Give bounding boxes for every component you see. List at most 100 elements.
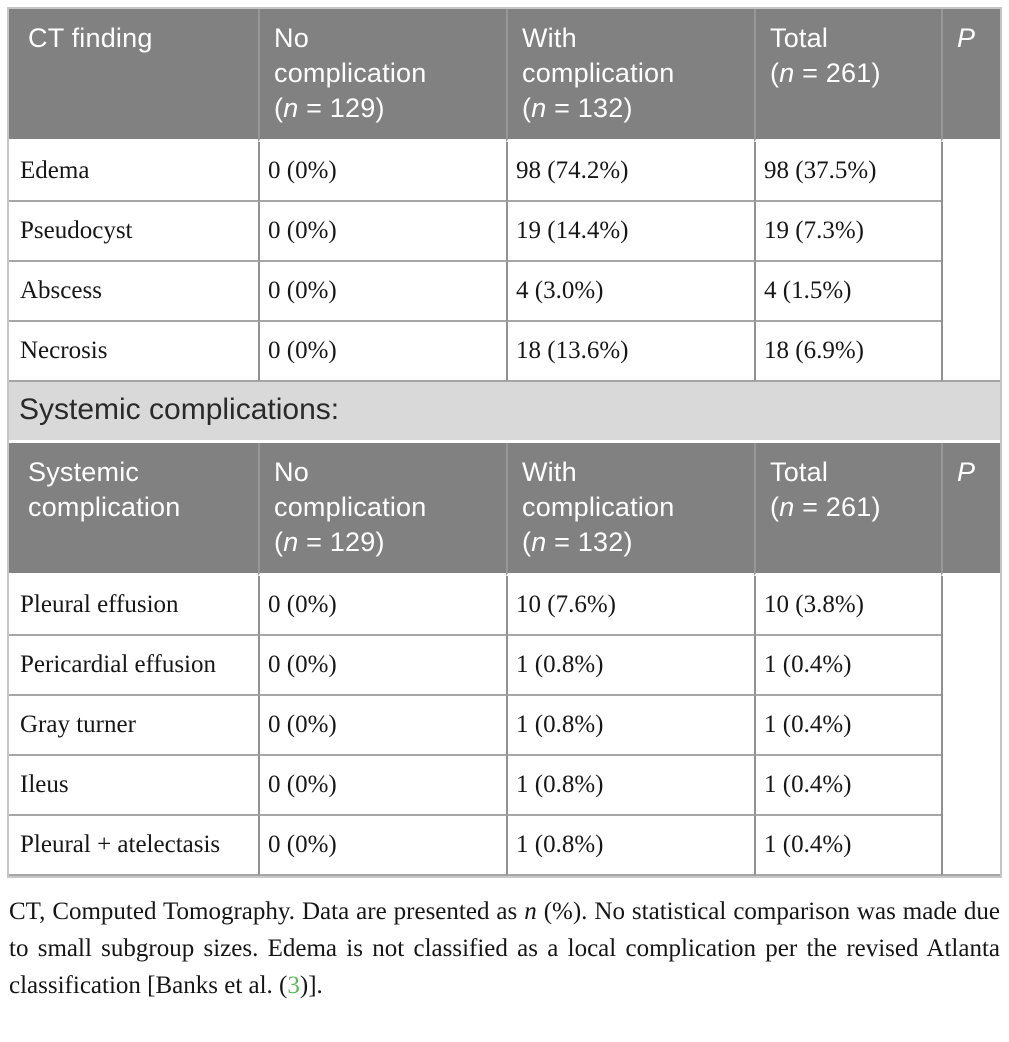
cell-finding-name: Edema [9,142,258,202]
systemic-header-row: Systemic complication No complication (n = … [9,443,1000,576]
cell-no-complication: 0 (0%) [258,816,506,876]
header-line: complication [28,490,252,525]
header-line: Total [770,455,935,490]
table-card: CT finding No complication (n = 129) With c… [7,7,1002,878]
cell-with-complication: 1 (0.8%) [506,696,754,756]
col-header-with-complication: With complication (n = 132) [506,9,754,142]
cell-with-complication: 4 (3.0%) [506,262,754,322]
text-segment: n [531,527,547,557]
cell-no-complication: 0 (0%) [258,576,506,636]
header-line: (n = 261) [770,490,935,525]
header-line: No [274,455,500,490]
header-line: complication [522,56,748,91]
col-header-no-complication: No complication (n = 129) [258,9,506,142]
cell-no-complication: 0 (0%) [258,322,506,382]
text-segment: ( [770,58,780,88]
text-segment: With [522,23,577,53]
header-line: (n = 132) [522,91,748,126]
header-line: No [274,21,500,56]
cell-finding-name: Abscess [9,262,258,322]
cell-with-complication: 1 (0.8%) [506,756,754,816]
col-header-ct-finding: CT finding [9,9,258,142]
text-segment: n [283,527,299,557]
cell-with-complication: 18 (13.6%) [506,322,754,382]
text-segment: ( [522,527,532,557]
cell-no-complication: 0 (0%) [258,142,506,202]
cell-p-value [941,142,1000,382]
cell-no-complication: 0 (0%) [258,756,506,816]
cell-total: 18 (6.9%) [754,322,941,382]
text-segment: ( [522,93,532,123]
table-row: Pericardial effusion 0 (0%) 1 (0.8%) 1 (… [9,636,1000,696]
table-row: Ileus 0 (0%) 1 (0.8%) 1 (0.4%) [9,756,1000,816]
cell-no-complication: 0 (0%) [258,636,506,696]
col-header-total: Total (n = 261) [754,443,941,576]
text-segment: complication [274,58,427,88]
text-segment: ( [274,93,284,123]
cell-p-value [941,576,1000,876]
text-segment: n [779,58,795,88]
cell-finding-name: Pericardial effusion [9,636,258,696]
text-segment: n [531,93,547,123]
text-segment: complication [522,58,675,88]
text-segment: Systemic [28,457,140,487]
text-segment: )]. [299,972,323,999]
header-line: P [957,455,994,490]
cell-finding-name: Gray turner [9,696,258,756]
ct-finding-header-row: CT finding No complication (n = 129) With c… [9,9,1000,142]
cell-total: 10 (3.8%) [754,576,941,636]
header-line: complication [274,490,500,525]
cell-finding-name: Pleural + atelectasis [9,816,258,876]
text-segment: With [522,457,577,487]
header-line: (n = 129) [274,91,500,126]
cell-finding-name: Necrosis [9,322,258,382]
header-line: With [522,455,748,490]
cell-no-complication: 0 (0%) [258,202,506,262]
col-header-with-complication: With complication (n = 132) [506,443,754,576]
text-segment: n [524,898,537,925]
table-row: Pleural + atelectasis 0 (0%) 1 (0.8%) 1 … [9,816,1000,876]
text-segment: = 261) [794,58,881,88]
text-segment: CT finding [28,23,153,53]
header-line: complication [522,490,748,525]
text-segment: (%). No statistical comparison was made … [9,898,1000,999]
cell-total: 1 (0.4%) [754,756,941,816]
cell-no-complication: 0 (0%) [258,262,506,322]
cell-total: 1 (0.4%) [754,636,941,696]
header-line: complication [274,56,500,91]
text-segment: CT, Computed Tomography. Data are presen… [9,898,525,925]
header-line: Total [770,21,935,56]
cell-with-complication: 98 (74.2%) [506,142,754,202]
cell-with-complication: 10 (7.6%) [506,576,754,636]
text-segment: = 132) [546,527,633,557]
text-segment: n [779,492,795,522]
text-segment: Total [770,23,829,53]
cell-finding-name: Pleural effusion [9,576,258,636]
cell-with-complication: 1 (0.8%) [506,636,754,696]
header-line: (n = 261) [770,56,935,91]
text-segment: = 129) [298,527,385,557]
cell-with-complication: 1 (0.8%) [506,816,754,876]
header-line: With [522,21,748,56]
text-segment: = 261) [794,492,881,522]
text-segment: ( [770,492,780,522]
table-row: Edema 0 (0%) 98 (74.2%) 98 (37.5%) [9,142,1000,382]
header-line: Systemic [28,455,252,490]
section-header-systemic-complications: Systemic complications: [9,382,1000,443]
text-segment: = 132) [546,93,633,123]
citation-link[interactable]: 3 [287,972,300,999]
header-line: (n = 129) [274,525,500,560]
col-header-p-value: P [941,9,1000,142]
col-header-no-complication: No complication (n = 129) [258,443,506,576]
cell-finding-name: Pseudocyst [9,202,258,262]
header-line: P [957,21,994,56]
text-segment: No [274,23,309,53]
ct-finding-table: CT finding No complication (n = 129) With c… [9,9,1000,382]
text-segment: P [957,457,976,487]
text-segment: P [957,23,976,53]
col-header-p-value: P [941,443,1000,576]
cell-total: 1 (0.4%) [754,816,941,876]
table-row: Pseudocyst 0 (0%) 19 (14.4%) 19 (7.3%) [9,202,1000,262]
table-row: Necrosis 0 (0%) 18 (13.6%) 18 (6.9%) [9,322,1000,382]
